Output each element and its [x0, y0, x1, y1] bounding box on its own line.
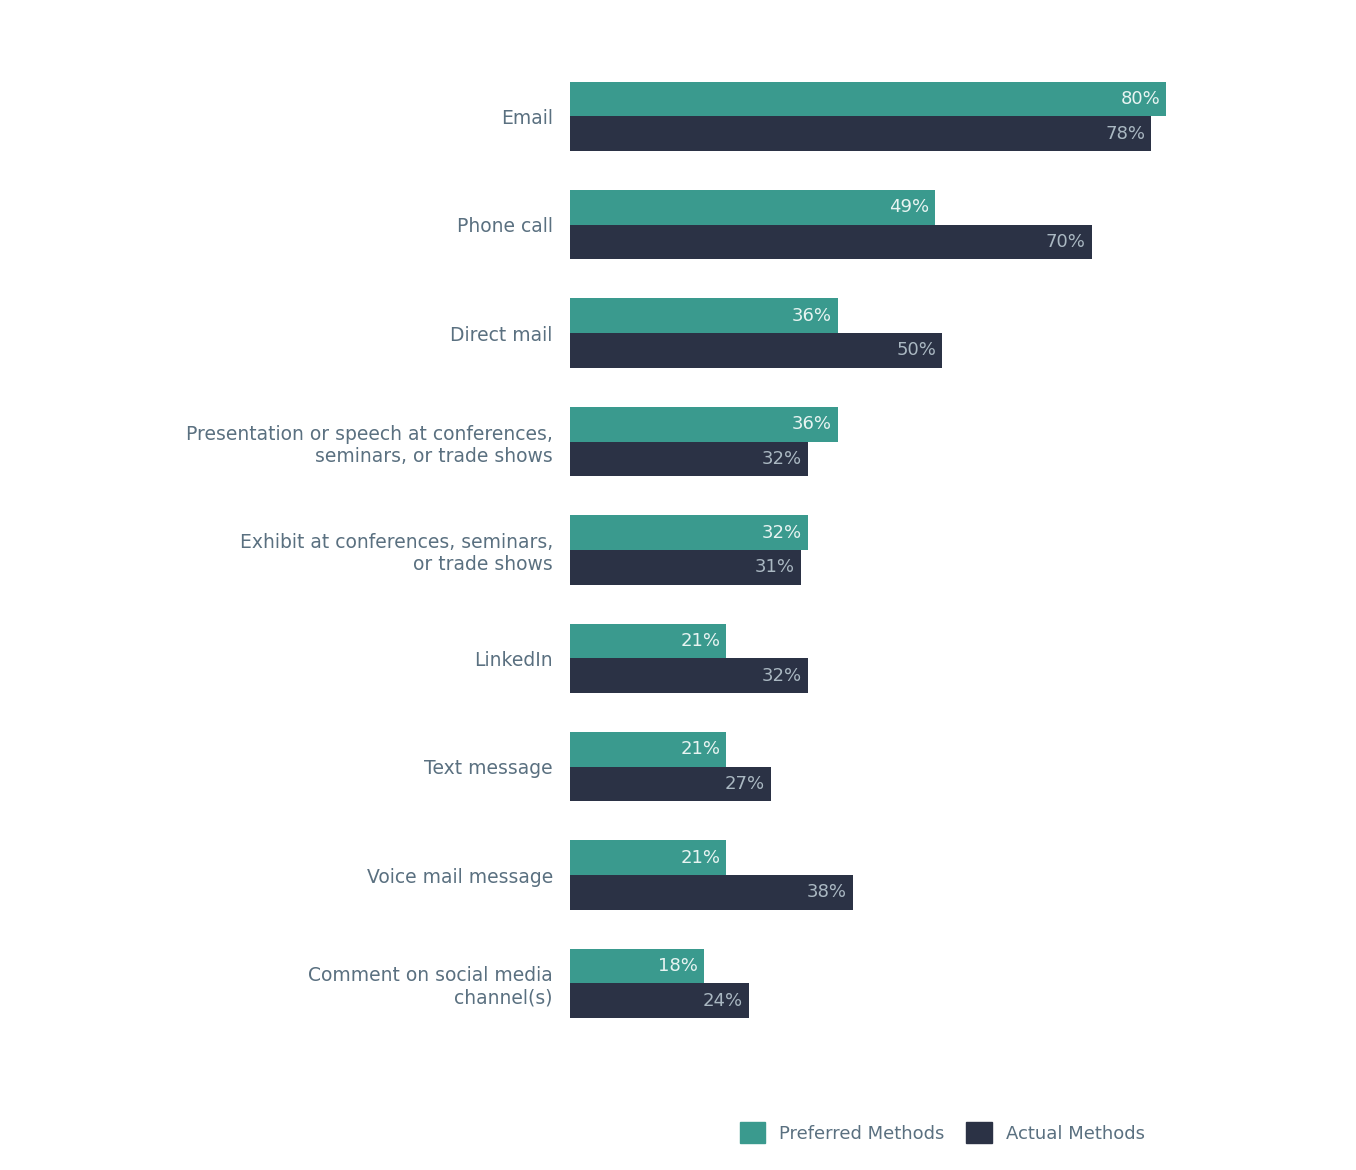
Bar — [570, 225, 1092, 260]
Text: 32%: 32% — [762, 449, 803, 468]
Text: 49%: 49% — [890, 199, 929, 216]
Bar — [570, 333, 942, 367]
Text: 21%: 21% — [681, 848, 720, 867]
Text: 21%: 21% — [681, 632, 720, 651]
Bar — [570, 116, 1151, 151]
Text: 38%: 38% — [807, 883, 848, 901]
Text: 36%: 36% — [792, 307, 833, 325]
Text: 50%: 50% — [896, 342, 937, 359]
Bar — [570, 659, 808, 693]
Bar — [570, 949, 704, 984]
Text: 24%: 24% — [702, 992, 743, 1010]
Bar — [570, 875, 853, 910]
Text: 32%: 32% — [762, 667, 803, 684]
Bar — [570, 515, 808, 550]
Legend: Preferred Methods, Actual Methods: Preferred Methods, Actual Methods — [739, 1122, 1146, 1143]
Bar — [570, 298, 838, 333]
Text: 70%: 70% — [1045, 233, 1086, 252]
Bar — [570, 984, 749, 1018]
Text: 18%: 18% — [658, 957, 698, 975]
Text: 80%: 80% — [1120, 90, 1161, 108]
Bar — [570, 840, 727, 875]
Text: 31%: 31% — [755, 558, 795, 577]
Bar — [570, 82, 1166, 116]
Bar — [570, 624, 727, 659]
Bar — [570, 766, 770, 801]
Text: 36%: 36% — [792, 415, 833, 433]
Bar — [570, 441, 808, 476]
Bar — [570, 550, 800, 585]
Text: 21%: 21% — [681, 741, 720, 758]
Bar — [570, 407, 838, 441]
Text: 27%: 27% — [725, 775, 765, 793]
Bar — [570, 190, 936, 225]
Bar — [570, 732, 727, 766]
Text: 78%: 78% — [1105, 125, 1146, 143]
Text: 32%: 32% — [762, 523, 803, 542]
